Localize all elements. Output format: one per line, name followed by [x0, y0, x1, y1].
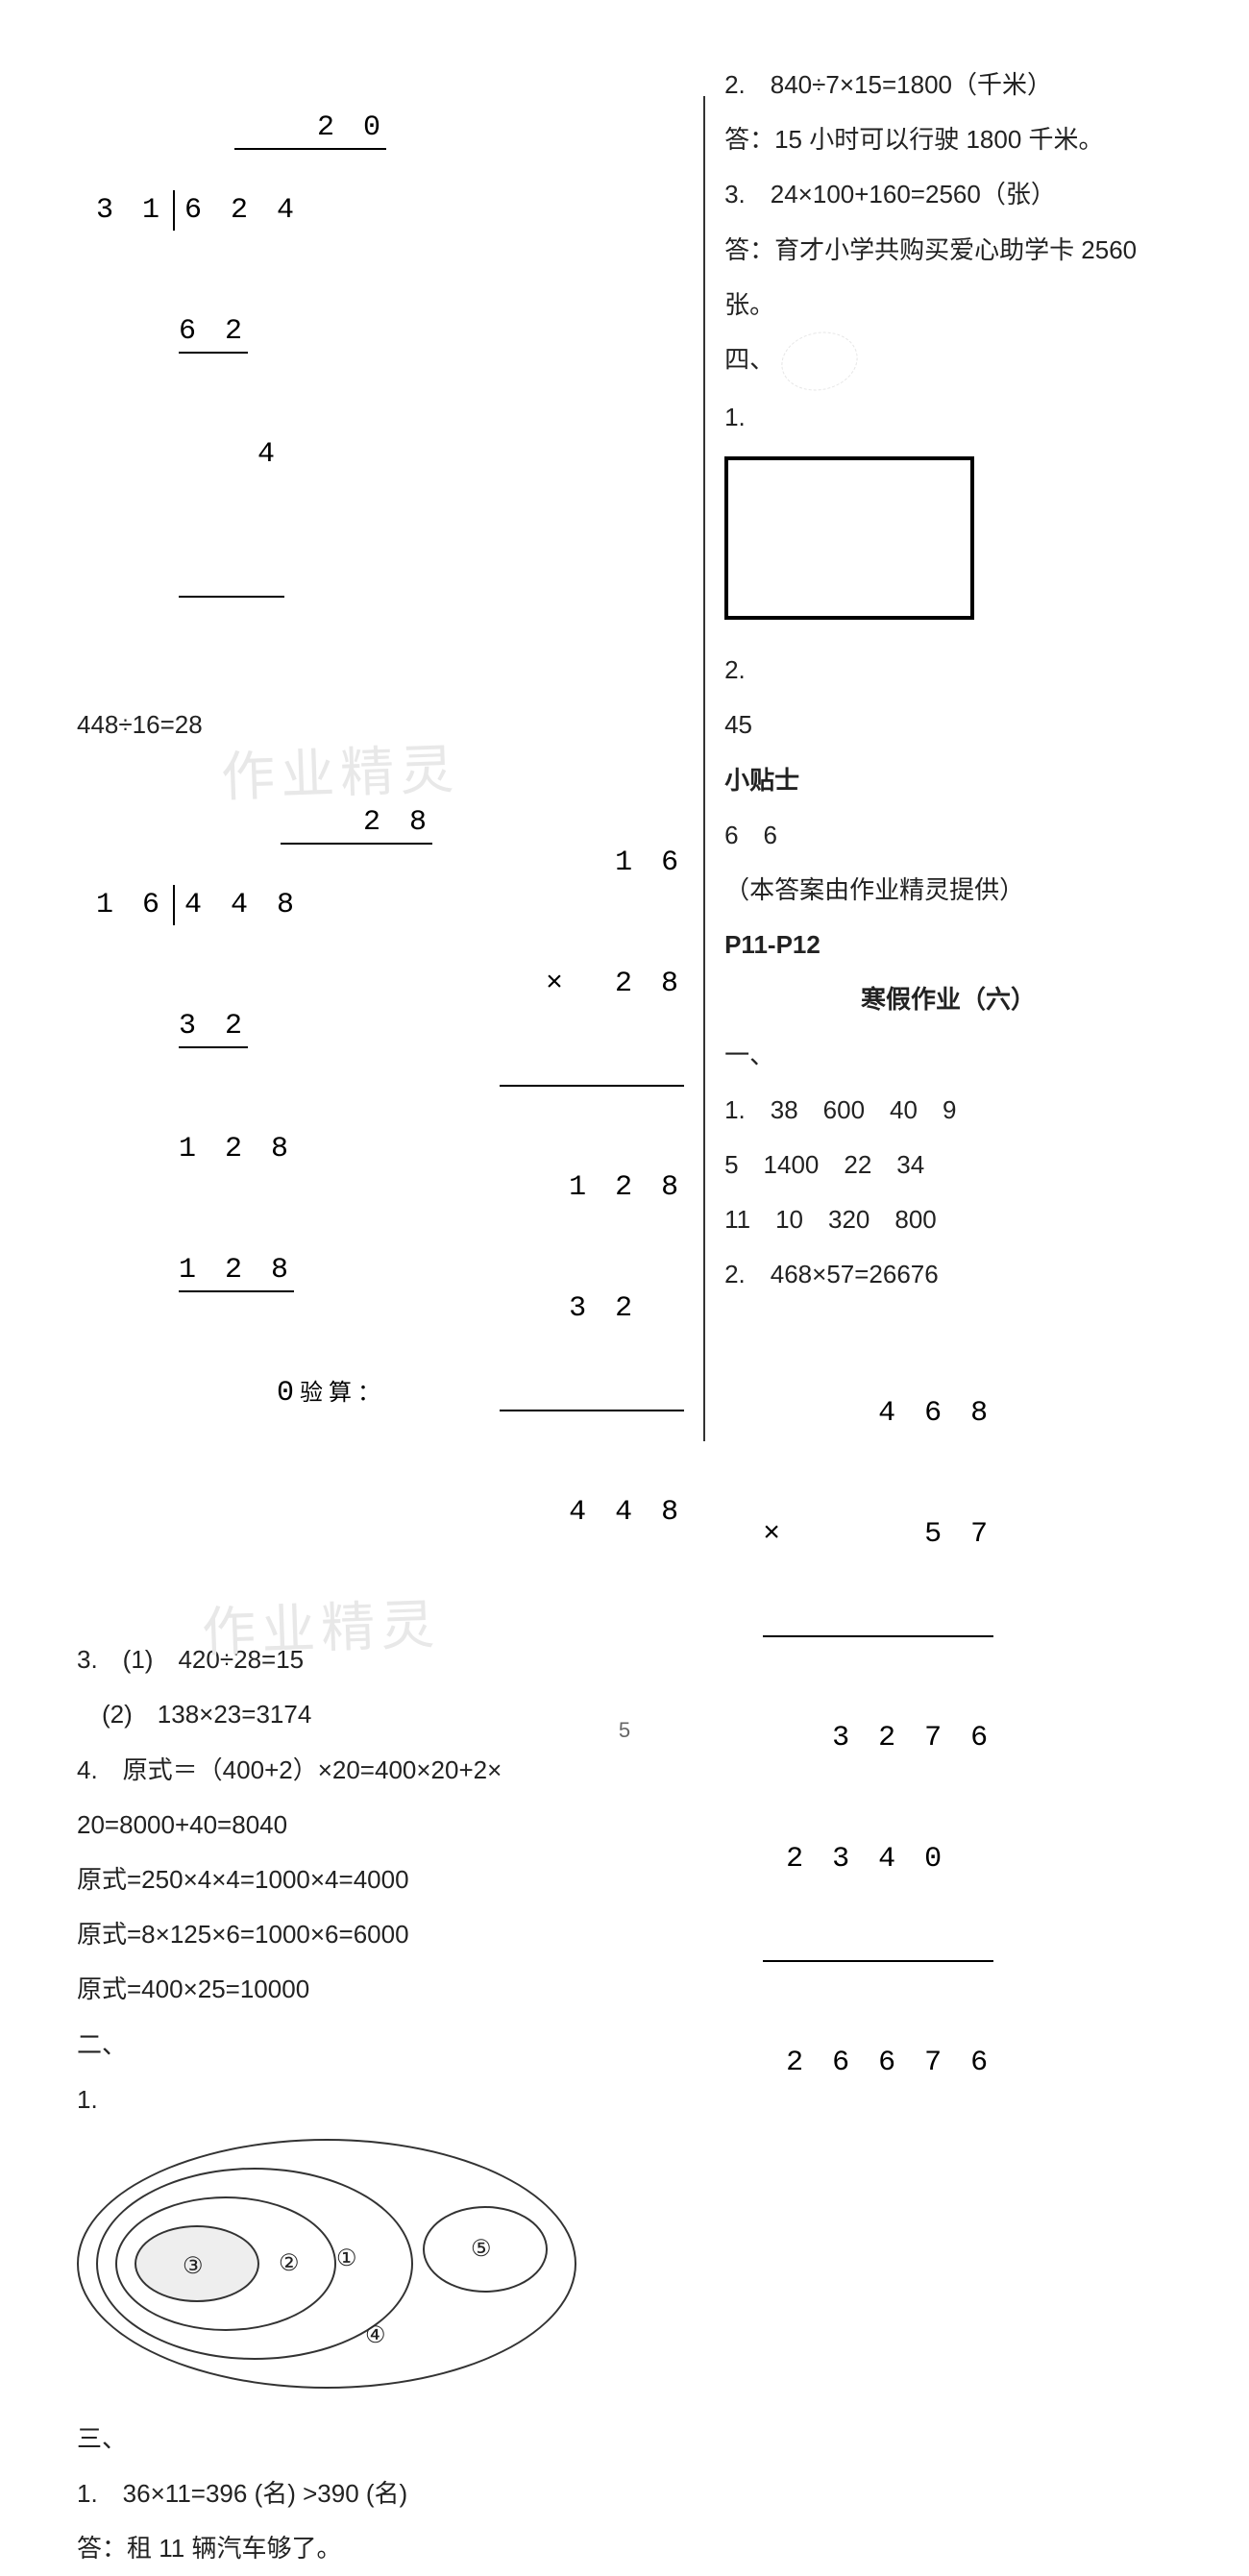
ld2-row: 2 8 1 6 4 4 8 3 2 1 2 8 1 2 8 0验算： 1 6 ×… — [77, 752, 684, 1632]
blank-rectangle — [724, 456, 974, 620]
section-3-1: 1. 36×11=396 (名) >390 (名) — [77, 2466, 684, 2521]
q4-2: 20=8000+40=8040 — [77, 1798, 684, 1852]
q4-1: 4. 原式＝（400+2）×20=400×20+2× — [77, 1743, 684, 1798]
vmul1-a: 1 6 — [500, 843, 684, 883]
vmul2-sum: 2 6 6 7 6 — [763, 2043, 993, 2083]
section-1: 一、 — [724, 1028, 1172, 1083]
ld1-step1: 6 2 — [179, 311, 248, 354]
row1: 1. 38 600 40 9 — [724, 1083, 1172, 1138]
ld2-step1: 3 2 — [179, 1006, 248, 1048]
check-label: 验算： — [300, 1382, 386, 1408]
provider-note: （本答案由作业精灵提供） — [724, 863, 1172, 918]
section-3: 三、 — [77, 2412, 684, 2466]
ld1-dividend: 6 2 4 — [173, 190, 300, 231]
long-division-1: 2 0 3 1 6 2 4 6 2 4 — [96, 67, 386, 678]
section-4-2-val: 45 — [724, 698, 1172, 752]
stamp-icon — [776, 325, 864, 397]
q4-5: 原式=400×25=10000 — [77, 1962, 684, 2017]
q4-3: 原式=250×4×4=1000×4=4000 — [77, 1852, 684, 1907]
ld1-divisor: 3 1 — [96, 190, 173, 231]
ld2-quotient: 2 8 — [281, 802, 432, 845]
page-number: 5 — [619, 1718, 630, 1743]
ld2-divisor: 1 6 — [96, 885, 173, 925]
q4-4: 原式=8×125×6=1000×6=6000 — [77, 1907, 684, 1962]
venn-label-1: ① — [336, 2245, 357, 2272]
vmul2-p2: 2 3 4 0 — [763, 1839, 993, 1879]
row4: 2. 468×57=26676 — [724, 1247, 1172, 1302]
section-3-ans: 答：租 11 辆汽车够了。 — [77, 2521, 684, 2576]
venn-label-3: ③ — [183, 2252, 204, 2280]
r2: 3. 24×100+160=2560（张） — [724, 167, 1172, 222]
ld1-quotient: 2 0 — [234, 108, 386, 150]
long-division-2: 2 8 1 6 4 4 8 3 2 1 2 8 1 2 8 0验算： — [96, 762, 432, 1494]
vmul1-op: × 2 8 — [500, 964, 684, 1004]
r1-ans: 答：15 小时可以行驶 1800 千米。 — [724, 112, 1172, 167]
left-column: 2 0 3 1 6 2 4 6 2 4 448÷16=28 2 8 1 6 4 … — [58, 58, 703, 1737]
venn-label-5: ⑤ — [471, 2235, 492, 2263]
venn-label-4: ④ — [365, 2321, 386, 2349]
vmul2-p1: 3 2 7 6 — [763, 1718, 993, 1758]
vmul1-p1: 1 2 8 — [500, 1167, 684, 1208]
eq-448-16: 448÷16=28 — [77, 698, 684, 752]
section-4-2: 2. — [724, 643, 1172, 698]
ld2-step3: 1 2 8 — [179, 1250, 294, 1292]
q3-1: 3. (1) 420÷28=15 — [77, 1632, 684, 1687]
right-column: 2. 840÷7×15=1800（千米） 答：15 小时可以行驶 1800 千米… — [705, 58, 1191, 1737]
venn-label-2: ② — [279, 2249, 300, 2277]
vmul2-op: × 5 7 — [763, 1514, 993, 1555]
ld2-dividend: 4 4 8 — [173, 885, 300, 925]
row2: 5 1400 22 34 — [724, 1138, 1172, 1192]
ld1-remainder: 4 — [257, 434, 281, 475]
ld2-step2: 1 2 8 — [179, 1133, 294, 1165]
section-2: 二、 — [77, 2018, 684, 2073]
row3: 11 10 320 800 — [724, 1192, 1172, 1247]
ld2-remainder: 0 — [277, 1377, 300, 1410]
venn-diagram: ① ② ③ ④ ⑤ — [77, 2139, 576, 2389]
homework-title: 寒假作业（六） — [724, 972, 1172, 1027]
section-2-1: 1. — [77, 2073, 684, 2127]
page: 2 0 3 1 6 2 4 6 2 4 448÷16=28 2 8 1 6 4 … — [0, 0, 1249, 1766]
q3-2: (2) 138×23=3174 — [77, 1687, 684, 1742]
vmul2-a: 4 6 8 — [763, 1393, 993, 1434]
vertical-multiplication-2: 4 6 8 × 5 7 3 2 7 6 2 3 4 0 2 6 6 7 6 — [763, 1313, 993, 2164]
r2-ans: 答：育才小学共购买爱心助学卡 2560 张。 — [724, 223, 1172, 332]
tips-title: 小贴士 — [724, 753, 1172, 808]
tips-value: 6 6 — [724, 808, 1172, 863]
section-4-1: 1. — [724, 390, 1172, 445]
check-multiplication: 1 6 × 2 8 1 2 8 3 2 4 4 8 — [500, 762, 684, 1613]
r1: 2. 840÷7×15=1800（千米） — [724, 58, 1172, 112]
section-4: 四、 — [724, 332, 1172, 390]
vmul1-sum: 4 4 8 — [500, 1492, 684, 1533]
section-4-label: 四、 — [724, 345, 774, 374]
vmul1-p2: 3 2 — [500, 1288, 684, 1329]
page-ref: P11-P12 — [724, 918, 1172, 972]
